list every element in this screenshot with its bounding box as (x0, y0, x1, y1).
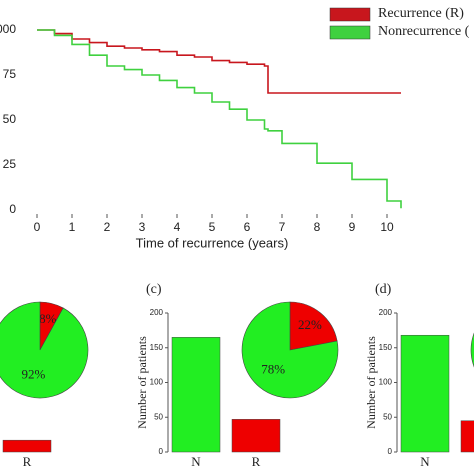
x-tick-label: 0 (34, 220, 41, 234)
y-tick-label: 50 (154, 412, 163, 421)
pie-label: 92% (22, 367, 46, 382)
y-tick-label: 100 (150, 378, 164, 387)
pie-slice (241, 301, 339, 399)
legend-label: Nonrecurrence ( (378, 24, 470, 39)
y-tick-label: 0 (159, 447, 164, 456)
y-axis-label: Number of patients (135, 336, 149, 429)
x-tick-label: 7 (279, 220, 286, 234)
bar (2, 439, 52, 453)
x-tick-label: 8 (314, 220, 321, 234)
panel-label: (d) (375, 282, 392, 297)
bar (231, 419, 281, 453)
y-tick-label: 150 (379, 343, 393, 352)
y-tick-label: 75 (3, 67, 17, 81)
y-tick-label: 50 (3, 112, 17, 126)
x-tick-label: 3 (139, 220, 146, 234)
pie-label: 22% (298, 317, 322, 332)
y-tick-label: 100 (379, 378, 393, 387)
pie-label: 8% (39, 311, 57, 326)
y-tick-label: 200 (379, 308, 393, 317)
pie-slice (470, 332, 474, 368)
y-tick-label: 0 (9, 202, 16, 216)
bar (171, 337, 221, 453)
x-axis-label: Time of recurrence (years) (136, 235, 289, 250)
legend-swatch (329, 25, 371, 40)
x-tick-label: 6 (244, 220, 251, 234)
x-tick-label: 9 (349, 220, 356, 234)
x-tick-label: 5 (209, 220, 216, 234)
x-tick-label: R (252, 454, 261, 469)
panel-label: (c) (146, 282, 162, 297)
x-tick-label: 10 (380, 220, 394, 234)
y-tick-label: 50 (383, 412, 392, 421)
bar (460, 420, 474, 453)
pie-slice (0, 301, 89, 399)
y-tick-label: 150 (150, 343, 164, 352)
x-tick-label: 2 (104, 220, 111, 234)
y-tick-label: 000 (0, 22, 16, 36)
legend-label: Recurrence (R) (378, 6, 464, 21)
legend-swatch (329, 7, 371, 22)
y-axis-label: Number of patients (364, 336, 378, 429)
x-tick-label: 1 (69, 220, 76, 234)
survival-line (37, 29, 402, 209)
bar (400, 334, 450, 453)
pie-slice (289, 301, 338, 351)
survival-line (37, 29, 401, 94)
x-tick-label: N (191, 454, 201, 469)
y-tick-label: 200 (150, 308, 164, 317)
pie-label: 78% (261, 361, 285, 376)
x-tick-label: 4 (174, 220, 181, 234)
x-tick-label: R (23, 454, 32, 469)
x-tick-label: N (420, 454, 430, 469)
y-tick-label: 25 (3, 157, 17, 171)
y-tick-label: 0 (388, 447, 393, 456)
